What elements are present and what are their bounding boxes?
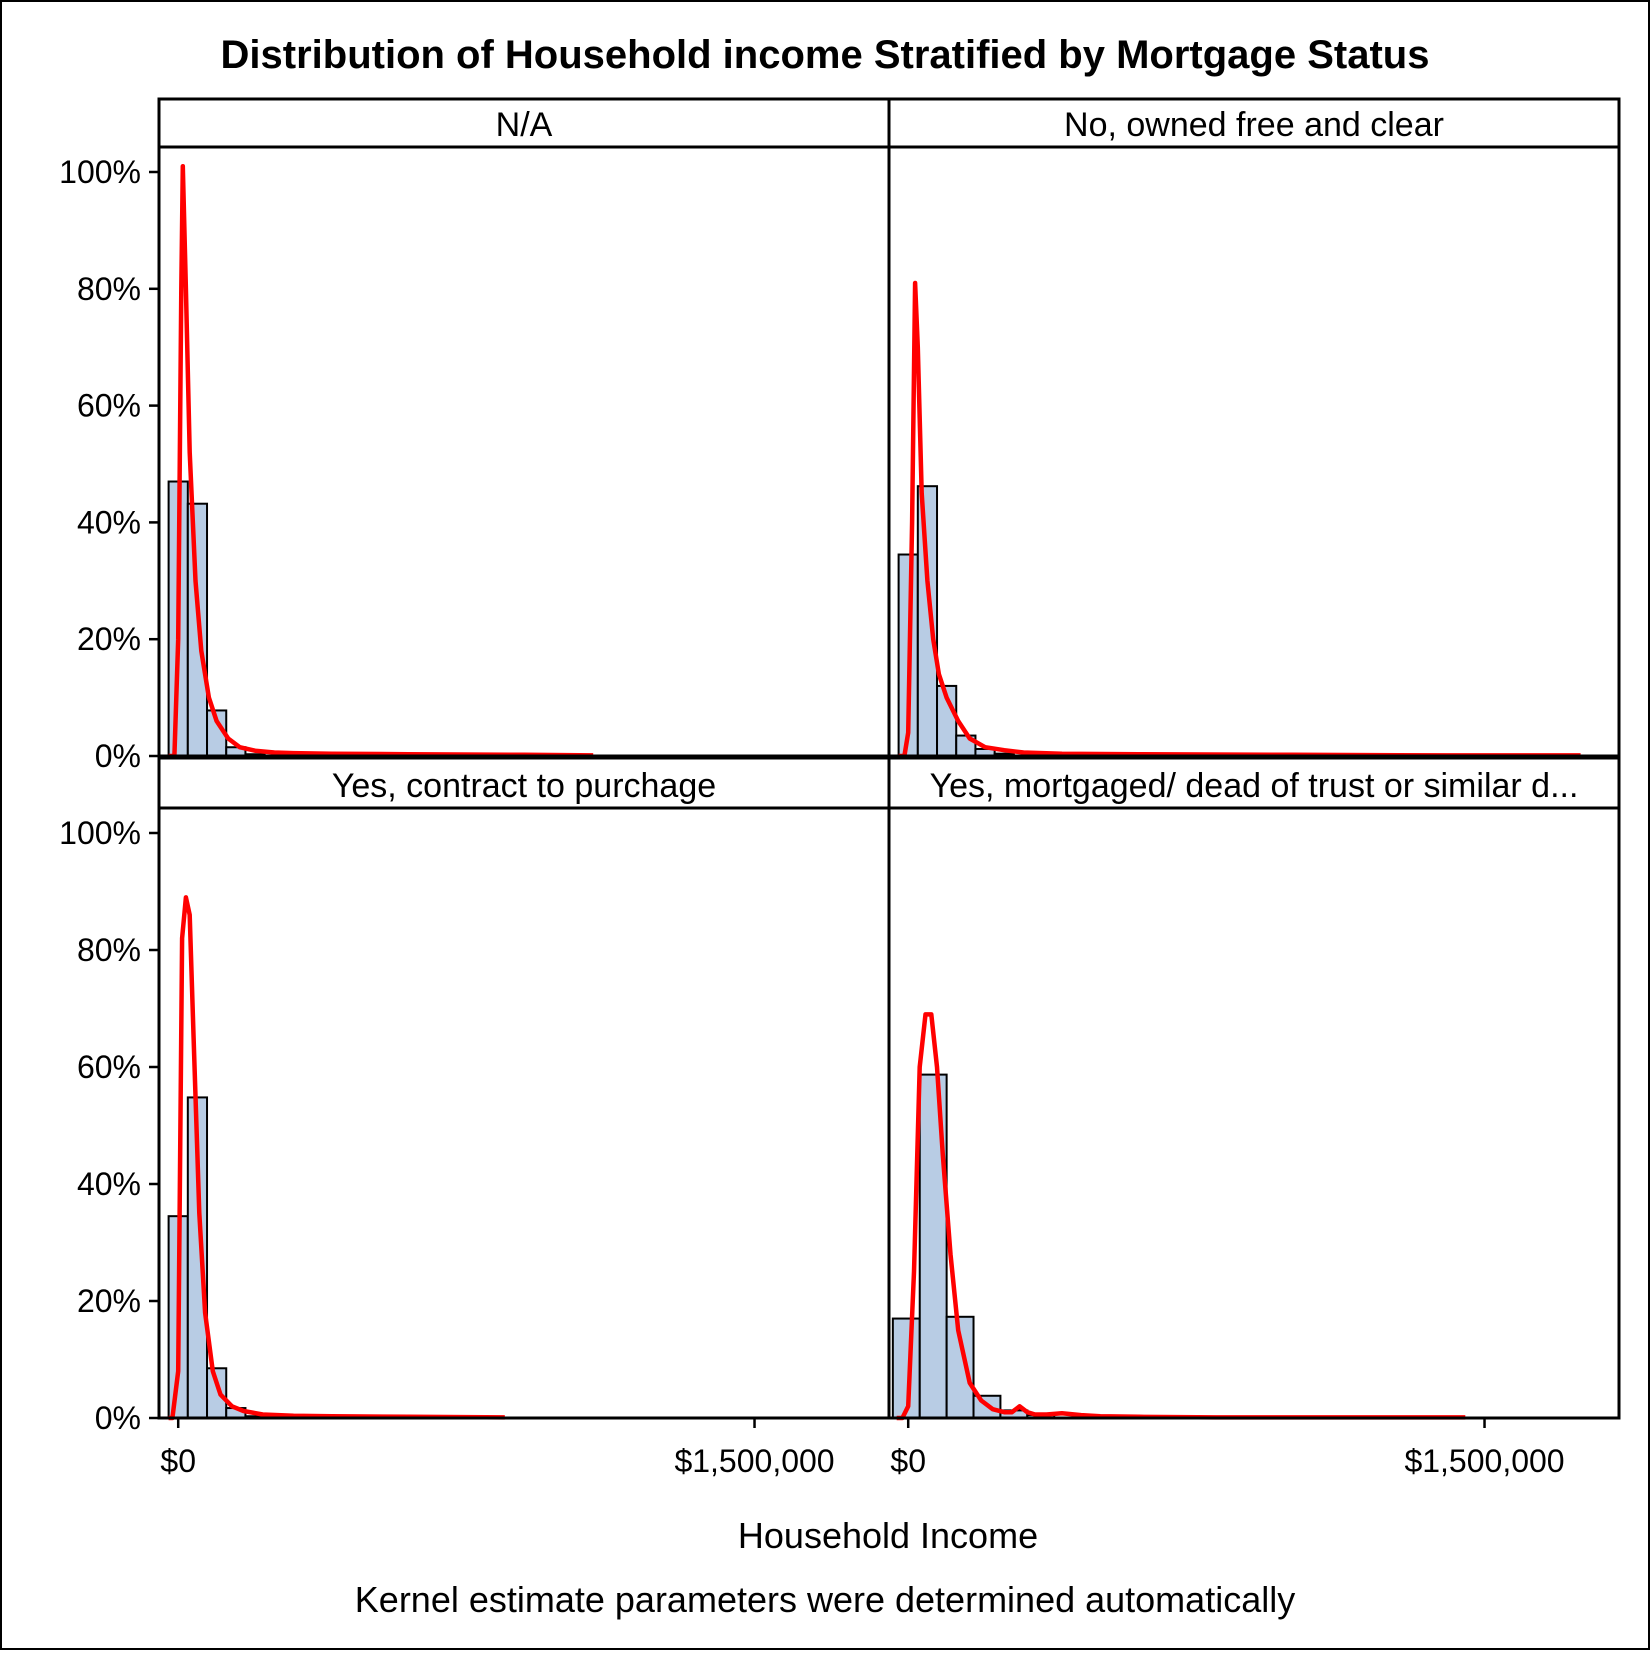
- y-tick-label: 80%: [77, 271, 141, 307]
- kernel-density-line: [168, 895, 505, 1421]
- panel-strip: [157, 756, 891, 810]
- panel-1: N/A 0% 20% 40% 60% 80% 100%: [59, 97, 891, 774]
- panel-frame: [887, 806, 1621, 1420]
- kernel-density-line: [896, 1012, 1466, 1421]
- panel-3: Yes, contract to purchage 0% 20% 40% 60% 80% 1…: [59, 756, 891, 1479]
- y-tick-label: 60%: [77, 1049, 141, 1085]
- panel-4: Yes, mortgaged/ dead of trust or similar…: [887, 756, 1621, 1479]
- chart-title: Distribution of Household income Stratif…: [221, 33, 1430, 77]
- x-axis-title: Household Income: [738, 1515, 1038, 1556]
- panel-frame: [887, 145, 1621, 758]
- histogram-bar: [916, 485, 939, 757]
- chart-footnote: Kernel estimate parameters were determin…: [355, 1579, 1295, 1620]
- y-tick-label: 40%: [77, 504, 141, 540]
- panel-label: N/A: [496, 106, 553, 144]
- y-tick-label: 60%: [77, 388, 141, 424]
- kernel-density-line: [168, 163, 594, 759]
- y-tick-label: 0%: [95, 738, 141, 774]
- panel-2: No, owned free and clear: [887, 97, 1621, 759]
- y-tick-label: 40%: [77, 1166, 141, 1202]
- y-tick-label: 0%: [95, 1400, 141, 1436]
- panel-label: No, owned free and clear: [1064, 106, 1444, 144]
- x-tick-label: $1,500,000: [1404, 1443, 1564, 1479]
- y-tick-label: 20%: [77, 621, 141, 657]
- kernel-density-line: [898, 280, 1581, 759]
- y-tick-label: 100%: [59, 815, 141, 851]
- y-tick-label: 80%: [77, 932, 141, 968]
- panel-label: Yes, contract to purchage: [332, 767, 716, 805]
- y-tick-label: 100%: [59, 154, 141, 190]
- panels-layer: N/A 0% 20% 40% 60% 80% 100% No, owned free and …: [59, 97, 1621, 1479]
- panel-label: Yes, mortgaged/ dead of trust or similar…: [930, 767, 1579, 805]
- x-tick-label: $0: [890, 1443, 926, 1479]
- x-tick-label: $1,500,000: [674, 1443, 834, 1479]
- x-tick-label: $0: [160, 1443, 196, 1479]
- panel-strip: [887, 97, 1621, 149]
- y-tick-label: 20%: [77, 1283, 141, 1319]
